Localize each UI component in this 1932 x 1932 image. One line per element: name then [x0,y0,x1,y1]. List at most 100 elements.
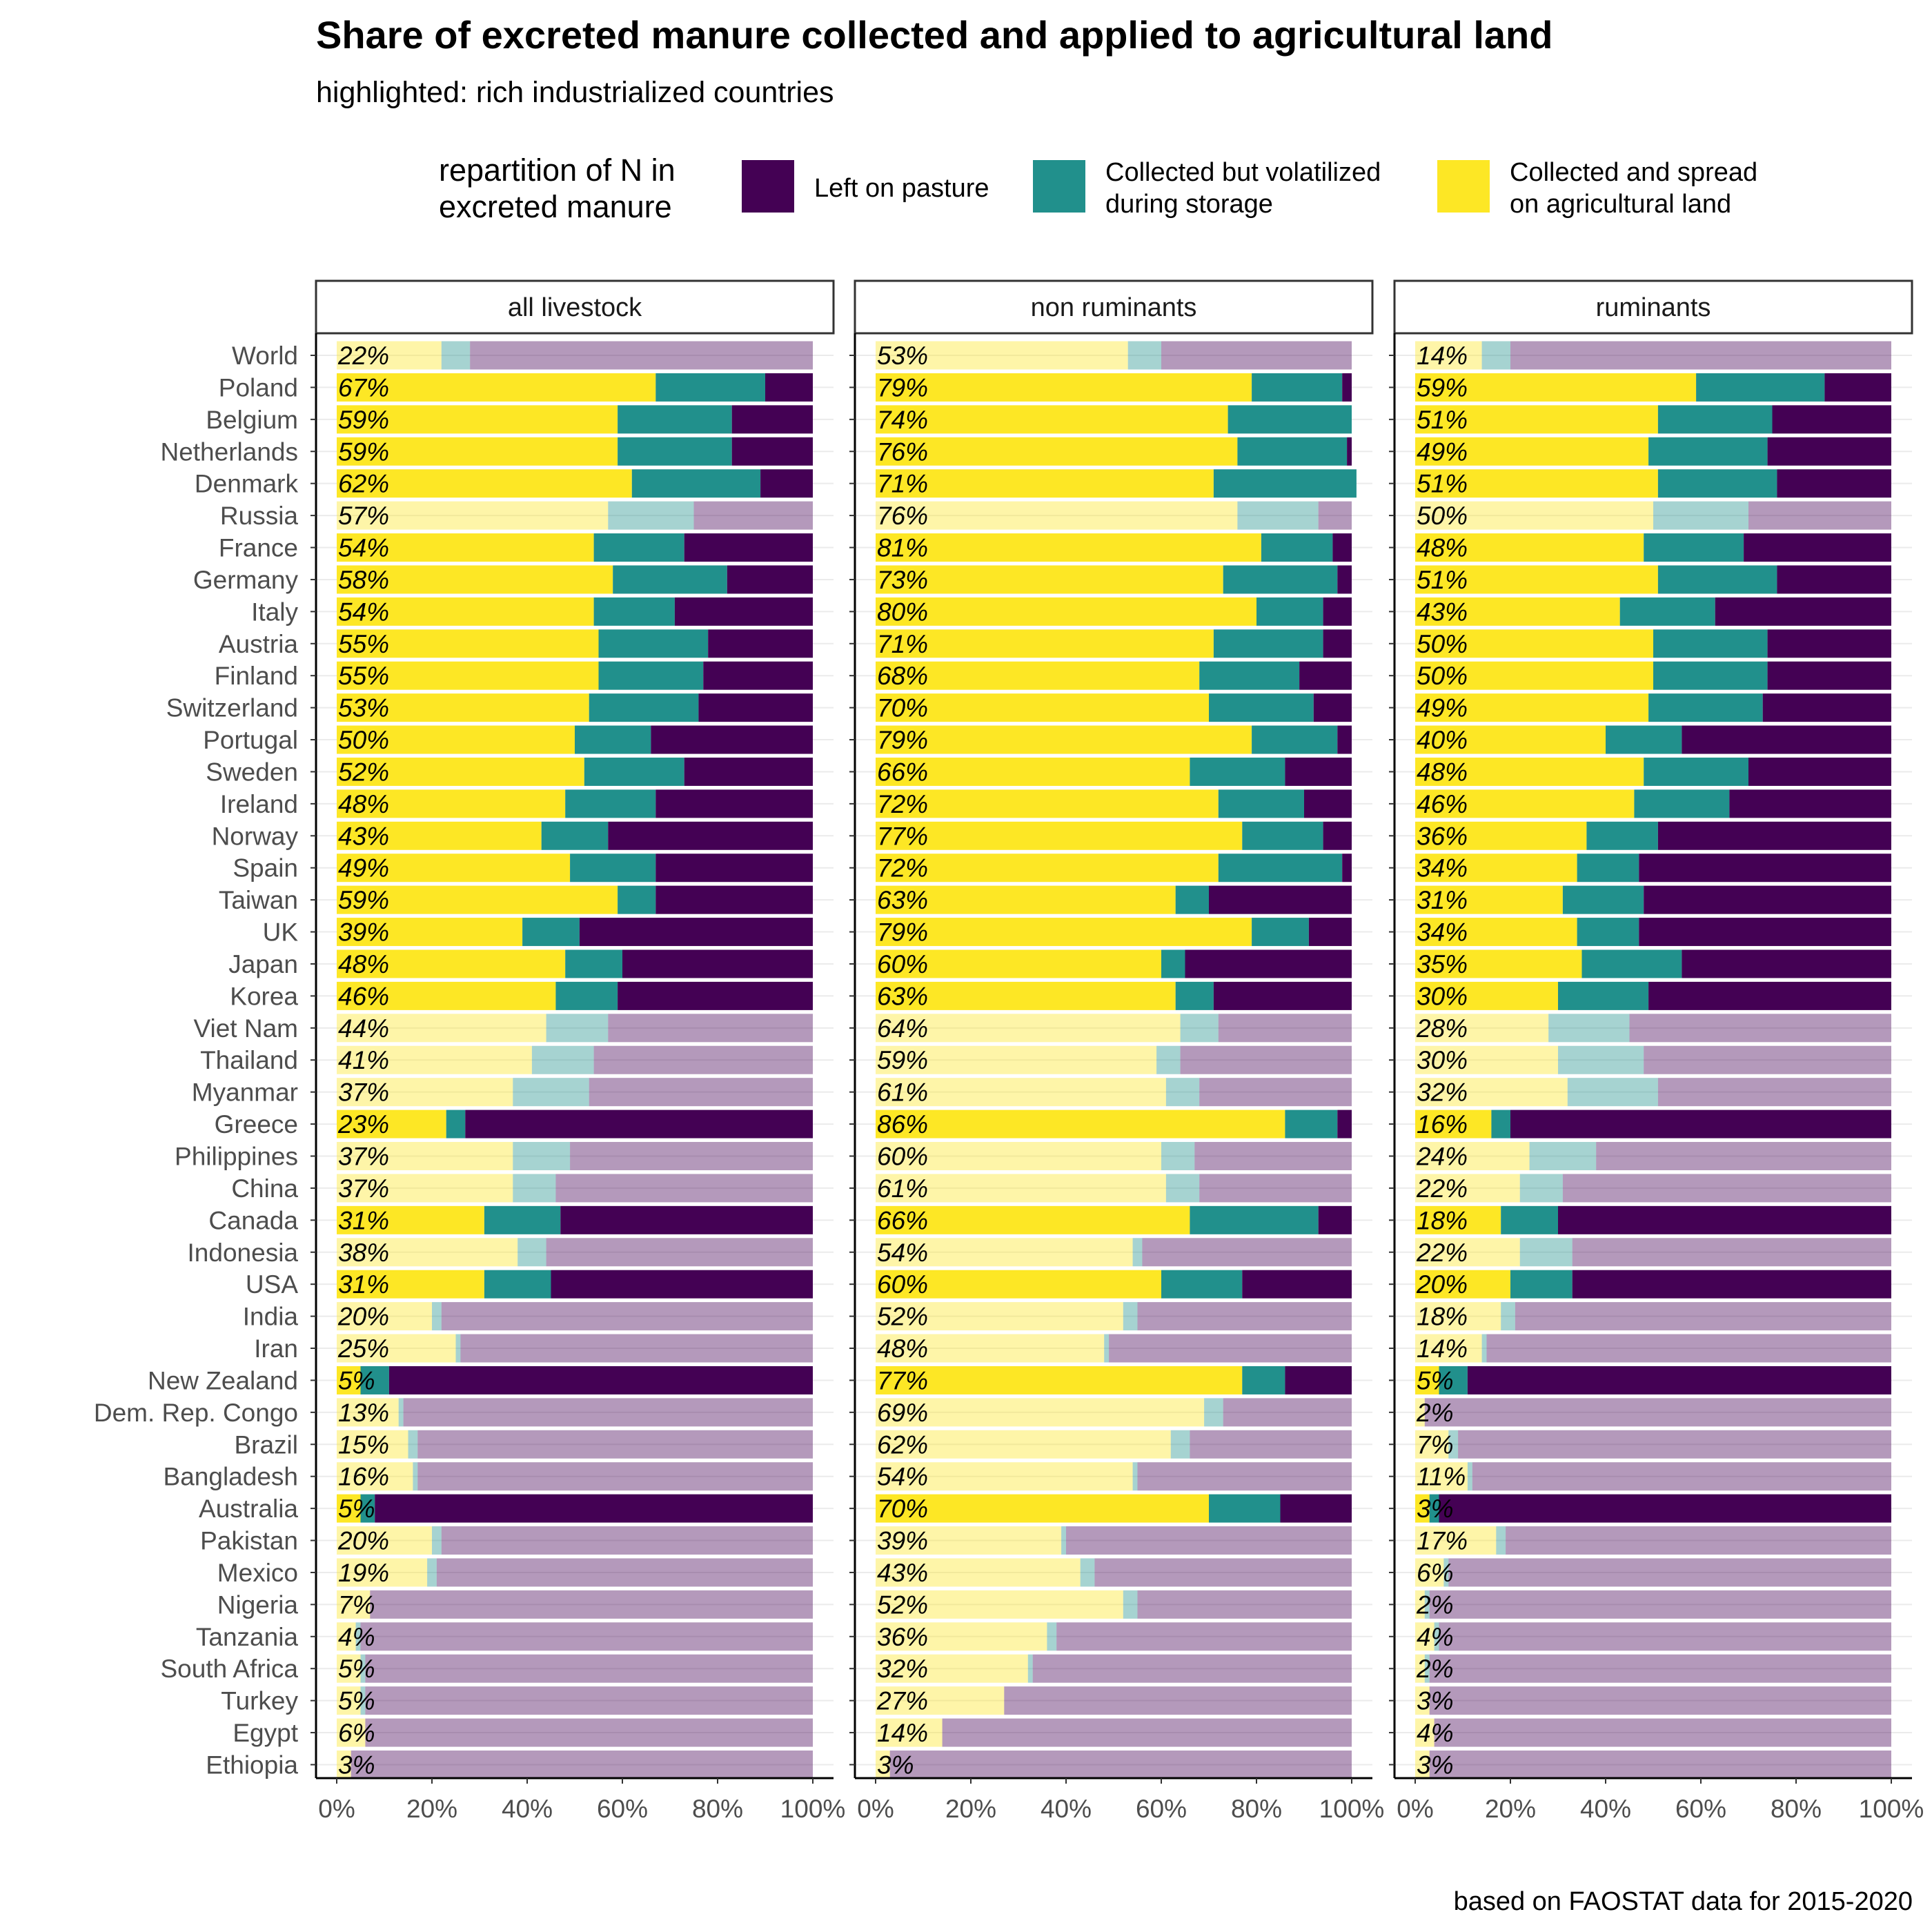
bar-value-label: 50% [1417,630,1468,658]
bar-value-label: 49% [338,854,389,883]
bar-segment-volatilized [1443,1558,1449,1587]
bar-dem-rep-congo: 13% [337,1398,813,1427]
country-label: New Zealand [148,1366,298,1394]
bar-segment-volatilized [1567,1078,1658,1107]
bar-segment-spread [876,1718,943,1747]
bar-segment-pasture [1429,1686,1891,1715]
bar-canada: 18% [1415,1205,1891,1234]
bar-value-label: 48% [338,950,389,978]
bar-sweden: 48% [1415,757,1891,786]
bar-value-label: 32% [877,1655,928,1683]
bar-iran: 14% [1415,1334,1891,1363]
bar-value-label: 6% [1417,1559,1453,1587]
bar-segment-spread [1415,757,1644,786]
country-label: Indonesia [188,1239,299,1267]
bar-segment-spread [337,629,599,658]
bar-segment-spread [337,949,566,978]
country-label: India [243,1303,299,1331]
bar-segment-pasture [365,1654,813,1683]
bar-value-label: 37% [338,1143,389,1171]
bar-segment-pasture [1199,1078,1352,1107]
bar-segment-pasture [1458,1430,1891,1459]
bar-segment-spread [876,373,1252,402]
bar-segment-pasture [684,757,813,786]
bar-segment-spread [1415,1398,1425,1427]
bar-segment-spread [876,1494,1209,1523]
bar-nigeria: 52% [876,1590,1352,1619]
legend-key-pasture [742,160,794,213]
bar-value-label: 54% [338,534,389,562]
x-tick-label: 100% [780,1795,846,1823]
bar-value-label: 31% [1417,886,1468,914]
bar-switzerland: 70% [876,693,1352,722]
bar-segment-spread [337,1462,413,1491]
country-label: Brazil [234,1430,298,1459]
bar-value-label: 37% [338,1078,389,1107]
bar-segment-spread [337,1110,446,1138]
bar-value-label: 15% [338,1430,389,1459]
bar-segment-pasture [1161,341,1352,370]
bar-pakistan: 20% [337,1526,813,1555]
bar-segment-spread [1415,1430,1449,1459]
country-label: Spain [233,854,298,883]
bar-ethiopia: 3% [876,1750,1352,1779]
bar-segment-pasture [1347,437,1352,466]
bar-ethiopia: 3% [337,1750,813,1779]
bar-segment-pasture [1767,437,1891,466]
bar-segment-pasture [1337,725,1352,754]
bar-segment-volatilized [484,1205,561,1234]
bar-segment-volatilized [541,821,609,850]
country-label: Dem. Rep. Congo [94,1399,298,1427]
bar-segment-pasture [1572,1270,1891,1299]
bar-segment-spread [1415,629,1653,658]
bar-segment-spread [1415,1558,1444,1587]
bar-germany: 51% [1415,565,1891,594]
bar-segment-pasture [1748,757,1891,786]
bar-segment-pasture [1318,501,1352,530]
bar-usa: 20% [1415,1270,1891,1299]
bar-segment-pasture [360,1622,813,1651]
bar-segment-spread [337,1270,484,1299]
bar-segment-spread [876,501,1238,530]
bar-value-label: 7% [1417,1430,1453,1459]
bar-value-label: 71% [877,470,928,498]
bar-brazil: 15% [337,1430,813,1459]
bar-italy: 54% [337,597,813,626]
legend-label-volatilized-line2: during storage [1105,190,1273,219]
country-label: Italy [251,598,298,626]
bar-korea: 63% [876,981,1352,1010]
facet-strip-label: ruminants [1596,293,1711,322]
country-label: Denmark [195,470,299,498]
country-label: Tanzania [196,1623,299,1651]
bar-greece: 86% [876,1110,1352,1138]
bar-segment-spread [337,1590,371,1619]
bar-value-label: 64% [877,1014,928,1043]
x-tick-label: 40% [1580,1795,1631,1823]
bar-segment-volatilized [1619,597,1715,626]
bar-netherlands: 76% [876,437,1352,466]
bar-segment-pasture [1199,1174,1352,1203]
bar-segment-pasture [593,1045,813,1074]
country-axis: World Poland Belgium Netherlands Denmark Russ… [94,342,299,1779]
bar-value-label: 30% [1417,1046,1468,1074]
bar-segment-volatilized [360,1366,389,1394]
bar-segment-spread [1415,1174,1520,1203]
bar-value-label: 67% [338,373,389,402]
bar-segment-spread [337,1718,366,1747]
legend-label-volatilized-line1: Collected but volatilized [1105,158,1381,187]
bar-segment-volatilized [1424,1590,1430,1619]
bar-value-label: 46% [1417,790,1468,818]
bar-segment-volatilized [398,1398,404,1427]
x-tick-label: 0% [857,1795,894,1823]
bar-segment-pasture [1596,1142,1891,1170]
bar-value-label: 50% [1417,662,1468,690]
bar-segment-pasture [1506,1526,1891,1555]
x-tick-label: 0% [318,1795,355,1823]
bar-myanmar: 37% [337,1078,813,1107]
bar-segment-volatilized [531,1045,594,1074]
bar-segment-volatilized [427,1558,437,1587]
legend-label-spread-line1: Collected and spread [1510,158,1757,187]
bar-value-label: 59% [877,1046,928,1074]
bar-france: 48% [1415,533,1891,562]
